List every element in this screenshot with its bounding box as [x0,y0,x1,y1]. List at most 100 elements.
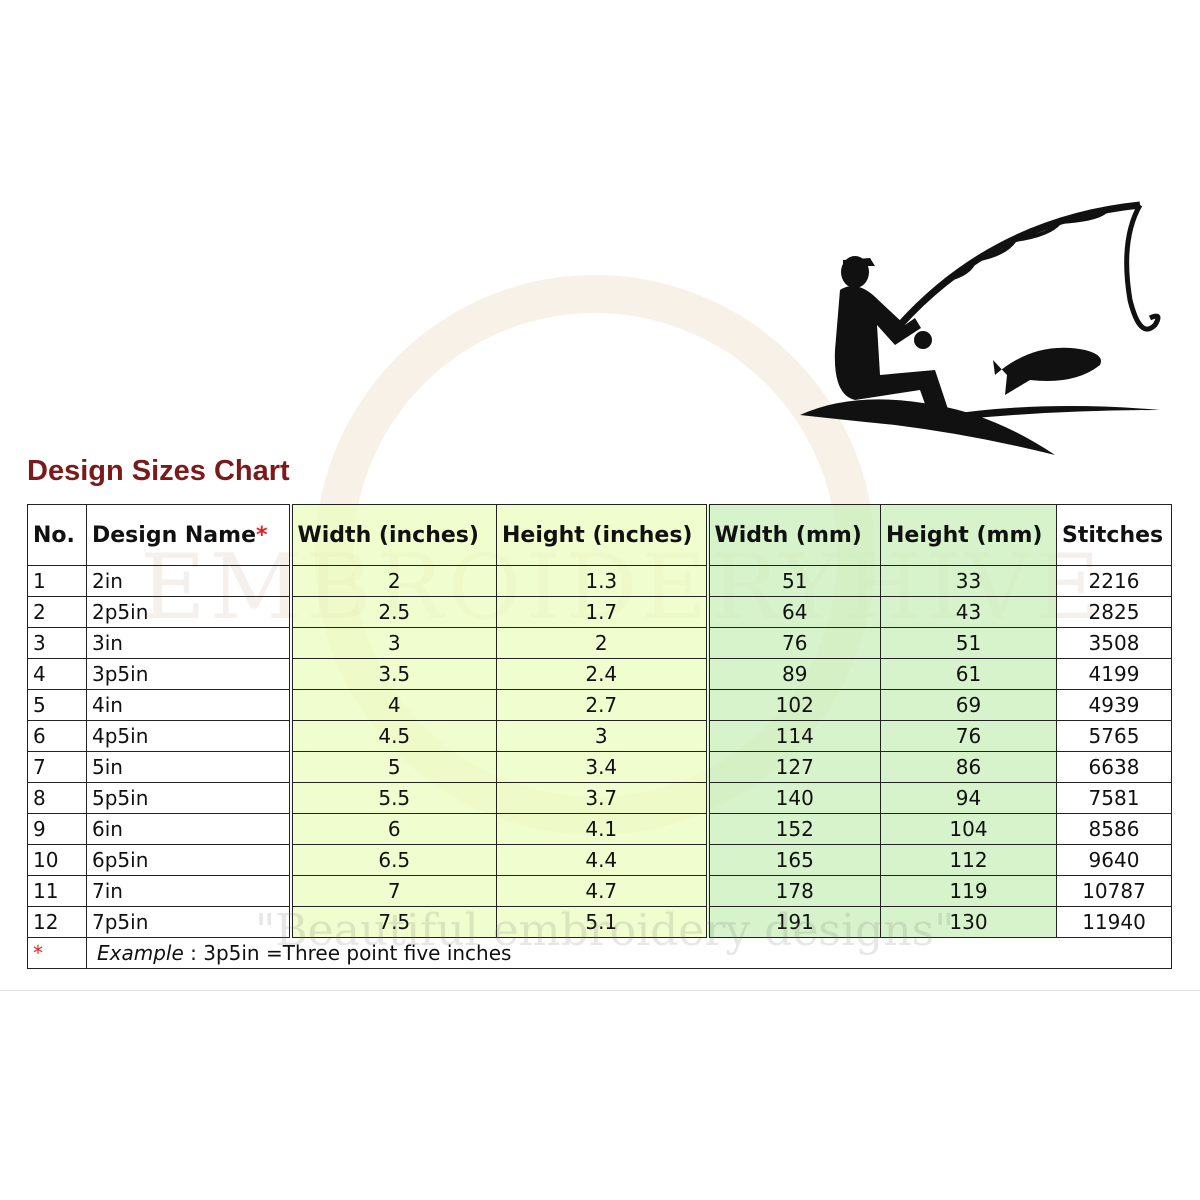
cell-width-mm: 127 [705,751,881,783]
cell-height-inches: 2 [496,627,708,659]
table-row: 5 4in 4 2.7 102 69 4939 [27,689,1172,721]
cell-no: 6 [27,720,87,752]
cell-height-mm: 104 [880,813,1057,845]
footnote-marker: * [27,937,87,969]
cell-width-mm: 114 [705,720,881,752]
table-row: 6 4p5in 4.5 3 114 76 5765 [27,720,1172,752]
header-height-inches: Height (inches) [496,504,708,566]
table-row: 9 6in 6 4.1 152 104 8586 [27,813,1172,845]
cell-height-mm: 76 [880,720,1057,752]
cell-height-inches: 2.7 [496,689,708,721]
cell-width-inches: 4 [288,689,497,721]
cell-design-name: 2in [86,565,291,597]
cell-no: 9 [27,813,87,845]
cell-height-mm: 130 [880,906,1057,938]
table-row: 3 3in 3 2 76 51 3508 [27,627,1172,659]
header-width-inches: Width (inches) [288,504,497,566]
cell-width-mm: 152 [705,813,881,845]
cell-design-name: 4in [86,689,291,721]
header-height-mm: Height (mm) [880,504,1057,566]
cell-width-inches: 5 [288,751,497,783]
cell-no: 4 [27,658,87,690]
cell-height-inches: 3.4 [496,751,708,783]
cell-height-mm: 43 [880,596,1057,628]
cell-width-mm: 51 [705,565,881,597]
table-row: 2 2p5in 2.5 1.7 64 43 2825 [27,596,1172,628]
table-row: 1 2in 2 1.3 51 33 2216 [27,565,1172,597]
cell-height-inches: 3 [496,720,708,752]
cell-height-inches: 2.4 [496,658,708,690]
header-width-mm: Width (mm) [705,504,881,566]
cell-width-mm: 89 [705,658,881,690]
cell-stitches: 2216 [1056,565,1172,597]
header-row: No. Design Name* Width (inches) Height (… [27,504,1172,566]
cell-stitches: 9640 [1056,844,1172,876]
footnote-text: : 3p5in =Three point five inches [183,941,512,965]
cell-design-name: 5p5in [86,782,291,814]
table-row: 7 5in 5 3.4 127 86 6638 [27,751,1172,783]
cell-height-mm: 51 [880,627,1057,659]
cell-height-inches: 5.1 [496,906,708,938]
cell-width-inches: 7 [288,875,497,907]
cell-width-mm: 191 [705,906,881,938]
cell-design-name: 3in [86,627,291,659]
cell-width-inches: 5.5 [288,782,497,814]
cell-no: 12 [27,906,87,938]
cell-no: 5 [27,689,87,721]
cell-no: 2 [27,596,87,628]
cell-no: 11 [27,875,87,907]
cell-stitches: 10787 [1056,875,1172,907]
cell-design-name: 6p5in [86,844,291,876]
cell-no: 1 [27,565,87,597]
cell-height-inches: 1.3 [496,565,708,597]
cell-height-mm: 119 [880,875,1057,907]
asterisk-marker: * [256,522,268,548]
cell-no: 7 [27,751,87,783]
cell-width-inches: 2 [288,565,497,597]
design-sizes-table: No. Design Name* Width (inches) Height (… [27,504,1172,969]
cell-height-mm: 112 [880,844,1057,876]
cell-width-inches: 3.5 [288,658,497,690]
page-title: Design Sizes Chart [27,455,290,487]
cell-width-mm: 64 [705,596,881,628]
cell-design-name: 5in [86,751,291,783]
table-row: 12 7p5in 7.5 5.1 191 130 11940 [27,906,1172,938]
header-design-name: Design Name* [86,504,291,566]
table-row: 8 5p5in 5.5 3.7 140 94 7581 [27,782,1172,814]
cell-stitches: 4939 [1056,689,1172,721]
cell-width-mm: 76 [705,627,881,659]
cell-height-mm: 86 [880,751,1057,783]
footnote-label: Example [97,941,184,965]
cell-width-mm: 178 [705,875,881,907]
cell-no: 10 [27,844,87,876]
table-row: 4 3p5in 3.5 2.4 89 61 4199 [27,658,1172,690]
cell-design-name: 2p5in [86,596,291,628]
cell-stitches: 6638 [1056,751,1172,783]
header-no: No. [27,504,87,566]
cell-width-inches: 7.5 [288,906,497,938]
cell-width-mm: 102 [705,689,881,721]
cell-no: 3 [27,627,87,659]
header-design-name-label: Design Name [92,522,256,548]
cell-height-mm: 33 [880,565,1057,597]
cell-stitches: 8586 [1056,813,1172,845]
footnote-row: * Example : 3p5in =Three point five inch… [27,937,1172,969]
cell-height-mm: 61 [880,658,1057,690]
fisherman-silhouette-icon [800,201,1161,455]
cell-height-inches: 3.7 [496,782,708,814]
cell-width-inches: 4.5 [288,720,497,752]
cell-design-name: 3p5in [86,658,291,690]
cell-height-inches: 4.1 [496,813,708,845]
cell-height-mm: 69 [880,689,1057,721]
grid-line [0,990,1200,991]
cell-height-inches: 4.4 [496,844,708,876]
cell-width-inches: 3 [288,627,497,659]
table-row: 10 6p5in 6.5 4.4 165 112 9640 [27,844,1172,876]
cell-no: 8 [27,782,87,814]
cell-stitches: 7581 [1056,782,1172,814]
cell-stitches: 11940 [1056,906,1172,938]
cell-width-inches: 6 [288,813,497,845]
cell-width-inches: 6.5 [288,844,497,876]
footnote: Example : 3p5in =Three point five inches [86,937,1172,969]
cell-height-inches: 4.7 [496,875,708,907]
